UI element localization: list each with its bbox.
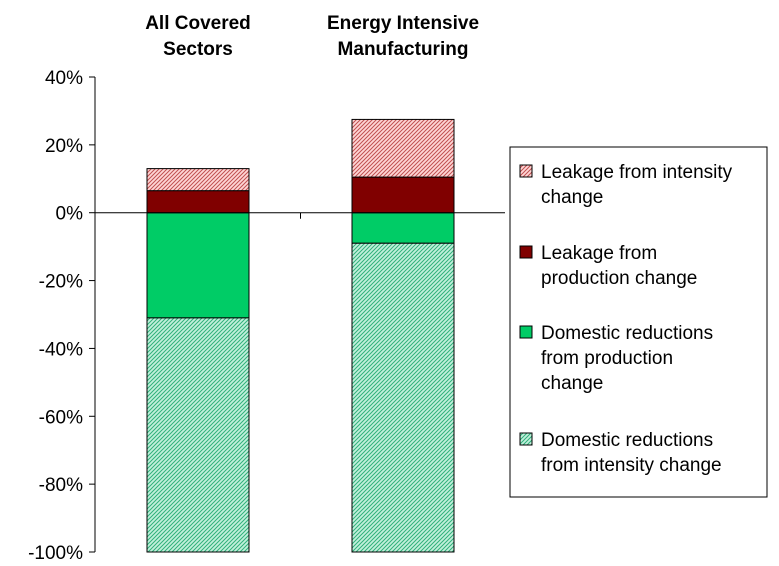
bar-energy-intensive-manufacturing-leakage-from-intensity-change bbox=[351, 118, 455, 178]
category-label: Sectors bbox=[163, 39, 233, 60]
bar-all-covered-sectors-leakage-from-intensity-change bbox=[146, 168, 250, 192]
y-tick-label: -20% bbox=[39, 272, 83, 293]
category-labels: All Covered Sectors Energy Intensive Manufa… bbox=[145, 13, 479, 60]
category-label: All Covered bbox=[145, 13, 251, 34]
legend-label: production change bbox=[541, 268, 697, 289]
legend-box bbox=[509, 146, 768, 498]
y-tick-label: 20% bbox=[45, 136, 83, 157]
y-tick-label: -40% bbox=[39, 339, 83, 360]
bar-energy-intensive-manufacturing-leakage-from-production-change bbox=[351, 176, 455, 214]
legend-label: change bbox=[541, 373, 603, 394]
bar-energy-intensive-manufacturing-domestic-reductions-from-production-change bbox=[351, 212, 455, 244]
y-tick-label: -80% bbox=[39, 475, 83, 496]
legend-swatch bbox=[519, 325, 533, 339]
legend-label: Domestic reductions bbox=[541, 430, 713, 451]
bar-all-covered-sectors-domestic-reductions-from-production-change bbox=[146, 212, 250, 319]
bar-all-covered-sectors-domestic-reductions-from-intensity-change bbox=[146, 317, 250, 553]
y-axis: 40% 20% 0% -20% -40% -60% -80% -100% bbox=[28, 68, 96, 564]
legend-label: from production bbox=[541, 348, 673, 369]
category-label: Manufacturing bbox=[338, 39, 469, 60]
bar-all-covered-sectors-leakage-from-production-change bbox=[146, 190, 250, 214]
legend-swatch bbox=[519, 164, 533, 178]
bar-energy-intensive-manufacturing-domestic-reductions-from-intensity-change bbox=[351, 242, 455, 553]
legend: Leakage from intensity change Leakage from… bbox=[509, 146, 768, 498]
legend-label: Domestic reductions bbox=[541, 323, 713, 344]
y-tick-label: -60% bbox=[39, 407, 83, 428]
y-tick-label: -100% bbox=[28, 543, 83, 564]
x-axis bbox=[95, 212, 505, 219]
legend-swatch bbox=[519, 432, 533, 446]
y-tick-label: 40% bbox=[45, 68, 83, 89]
category-label: Energy Intensive bbox=[327, 13, 479, 34]
y-tick-label: 0% bbox=[56, 204, 84, 225]
legend-label: Leakage from bbox=[541, 243, 657, 264]
legend-swatch bbox=[519, 245, 533, 259]
legend-label: Leakage from intensity bbox=[541, 162, 733, 183]
legend-label: from intensity change bbox=[541, 455, 722, 476]
legend-label: change bbox=[541, 187, 603, 208]
bars bbox=[146, 118, 455, 553]
